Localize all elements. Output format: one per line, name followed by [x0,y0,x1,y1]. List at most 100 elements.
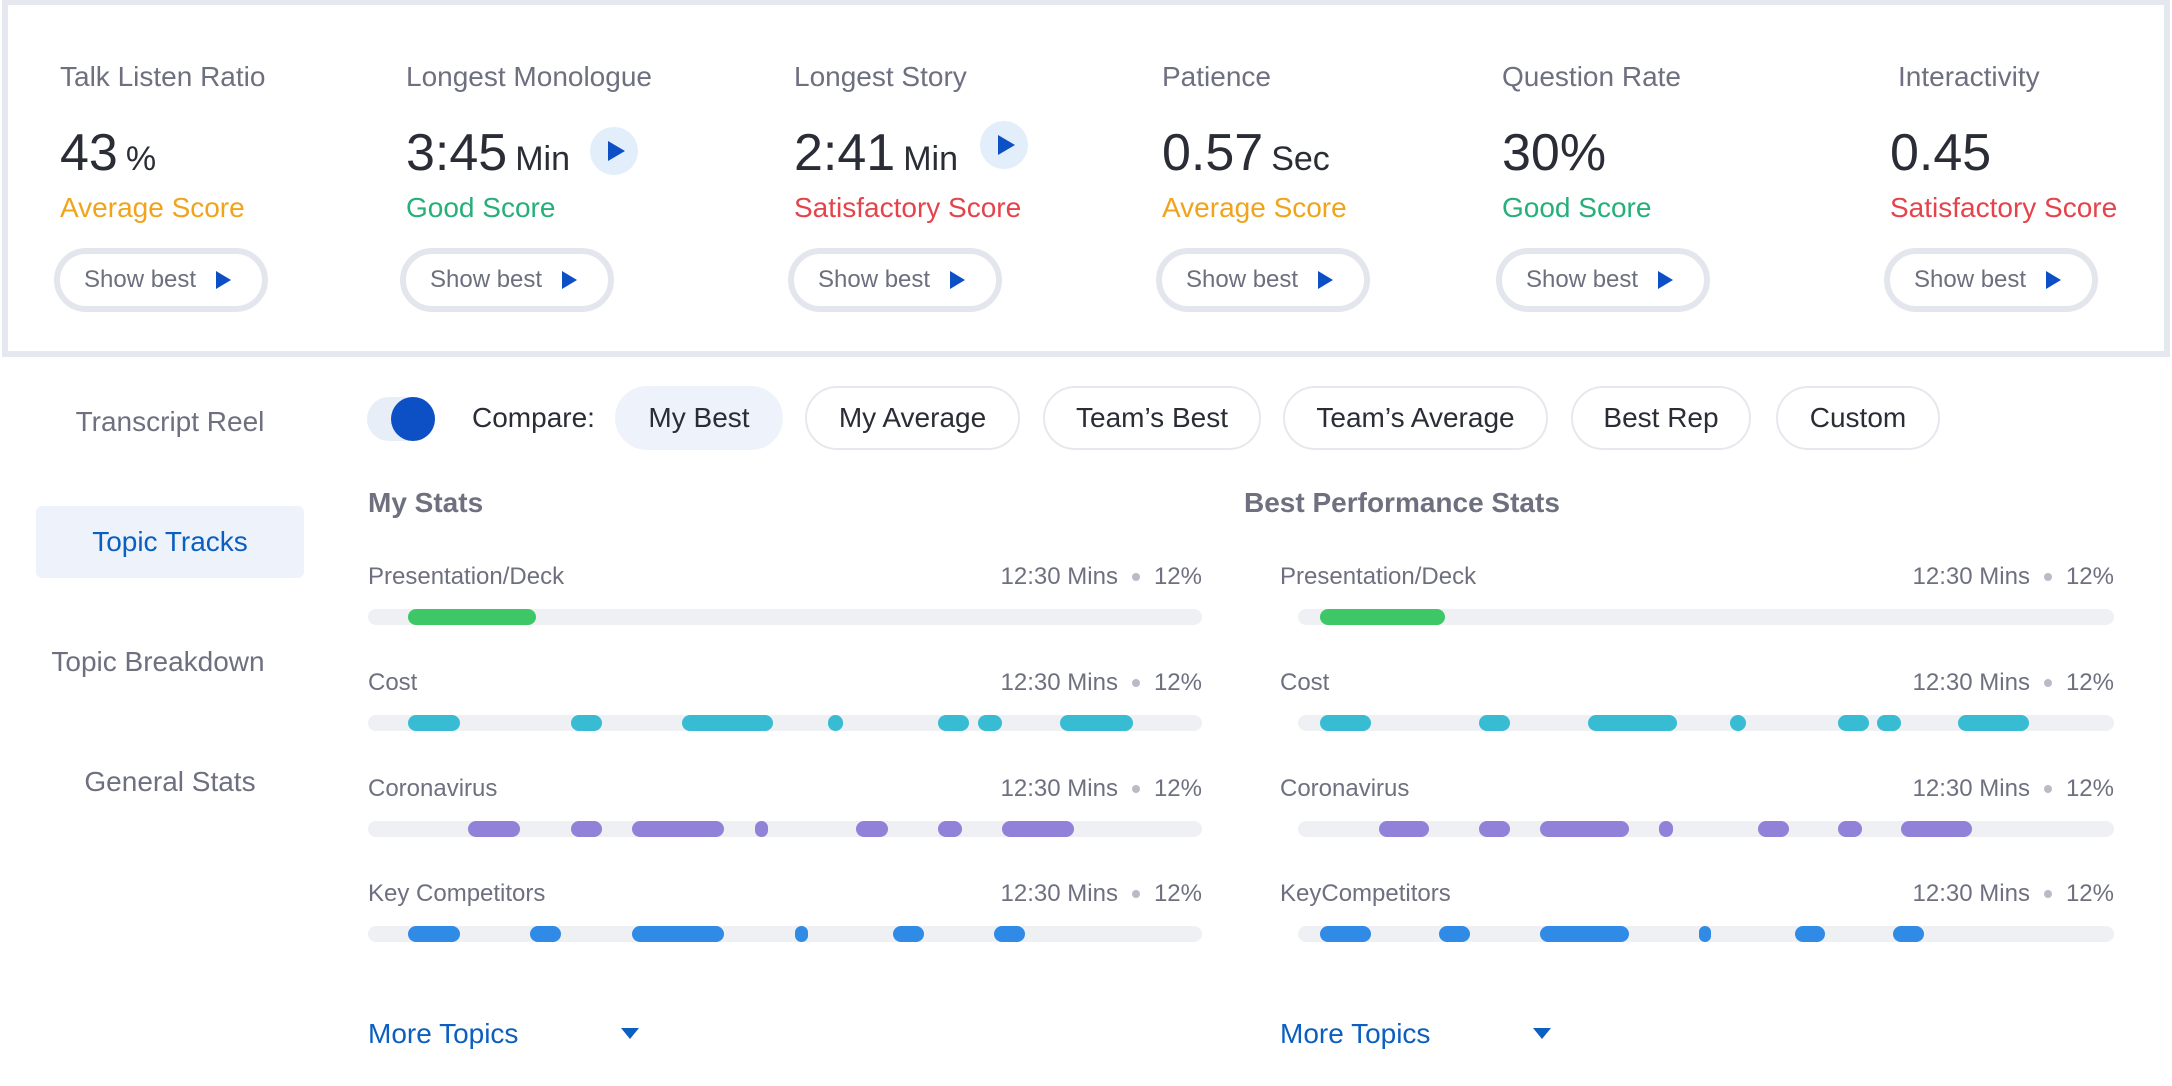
separator-dot [2043,785,2052,793]
topic-segment[interactable] [1060,715,1133,731]
topic-segment[interactable] [1378,821,1430,837]
topic-row: Cost 12:30 Mins 12% [1280,669,2114,741]
topic-segment[interactable] [1838,715,1870,731]
topic-segment[interactable] [1479,715,1511,731]
my-stats-title: My Stats [368,487,484,518]
metric-title: Longest Monologue [406,61,652,92]
metric-title: Longest Story [794,61,967,92]
show-best-button[interactable]: Show best [54,248,268,312]
more-topics-link[interactable]: More Topics [368,1018,519,1049]
topic-segment[interactable] [1698,926,1711,942]
compare-option-best-rep[interactable]: Best Rep [1571,386,1751,450]
show-best-button[interactable]: Show best [1884,248,2098,312]
topic-segment[interactable] [827,715,844,731]
topic-percent: 12% [2065,669,2114,696]
more-topics-link[interactable]: More Topics [1280,1018,1431,1049]
topic-segment[interactable] [1439,926,1471,942]
show-best-label: Show best [1914,266,2027,293]
topic-segment[interactable] [855,821,888,837]
compare-toggle[interactable] [367,397,435,441]
topic-segment[interactable] [570,715,603,731]
topic-track [368,609,1202,625]
topic-segment[interactable] [795,926,808,942]
topic-segment[interactable] [754,821,769,837]
topic-duration: 12:30 Mins [1000,775,1118,802]
topic-segment[interactable] [893,926,925,942]
play-icon[interactable] [590,127,638,175]
topic-percent: 12% [2065,880,2114,907]
metric-unit: % [125,140,157,178]
topic-segment[interactable] [1001,821,1075,837]
play-icon [1658,271,1674,289]
show-best-label: Show best [84,266,197,293]
topic-segment[interactable] [632,926,725,942]
metrics-panel: Talk Listen Ratio 43 % Average Score Sho… [2,0,2170,357]
topic-segment[interactable] [1758,821,1790,837]
show-best-button[interactable]: Show best [1496,248,1710,312]
topic-segment[interactable] [570,821,603,837]
topic-track [368,821,1202,837]
topic-segment[interactable] [1794,926,1826,942]
topic-segment[interactable] [468,821,520,837]
chevron-down-icon[interactable] [621,1028,639,1039]
show-best-label: Show best [1526,266,1639,293]
topic-percent: 12% [2065,775,2114,802]
topic-segment[interactable] [408,609,536,625]
topic-segment[interactable] [1320,609,1445,625]
metric-question-rate: Question Rate 30% Good Score Show best [1496,61,1710,312]
sidebar-item-topic-tracks[interactable]: Topic Tracks [36,506,304,578]
separator-dot [1131,785,1140,793]
topic-segment[interactable] [1958,715,2030,731]
topic-segment[interactable] [1587,715,1678,731]
sidebar-item-topic-breakdown[interactable]: Topic Breakdown [51,646,265,677]
play-icon[interactable] [980,121,1028,169]
compare-option-my-average[interactable]: My Average [805,386,1020,450]
topic-segment[interactable] [408,715,460,731]
topic-segment[interactable] [1730,715,1746,731]
topic-segment[interactable] [1659,821,1673,837]
play-icon [950,271,966,289]
separator-dot [1131,573,1140,581]
topic-segment[interactable] [1320,715,1371,731]
sidebar-item-transcript-reel[interactable]: Transcript Reel [75,406,265,437]
compare-option-my-best[interactable]: My Best [615,386,783,450]
topic-segment[interactable] [1320,926,1371,942]
topic-segment[interactable] [1539,926,1630,942]
show-best-label: Show best [1186,266,1299,293]
topic-segment[interactable] [1539,821,1630,837]
topic-segment[interactable] [1901,821,1972,837]
topic-segment[interactable] [1479,821,1511,837]
chevron-down-icon[interactable] [1533,1028,1551,1039]
best-stats-title: Best Performance Stats [1244,487,1560,518]
topic-segment[interactable] [632,821,725,837]
topic-meta: 12:30 Mins 12% [1913,563,2114,591]
compare-option-teams-average[interactable]: Team’s Average [1283,386,1548,450]
topic-meta: 12:30 Mins 12% [1001,563,1202,591]
compare-option-custom[interactable]: Custom [1776,386,1940,450]
show-best-button[interactable]: Show best [400,248,614,312]
metric-unit: Sec [1271,140,1330,178]
topic-name: Presentation/Deck [1280,563,1477,590]
show-best-button[interactable]: Show best [788,248,1002,312]
metric-score: Average Score [1162,192,1347,223]
compare-option-teams-best[interactable]: Team’s Best [1043,386,1261,450]
topic-segment[interactable] [1877,715,1902,731]
topic-row: Coronavirus 12:30 Mins 12% [1280,775,2114,847]
metric-value-row: 0.45 [1890,123,1991,183]
metric-score: Satisfactory Score [1890,192,2118,223]
topic-segment[interactable] [408,926,460,942]
topic-segment[interactable] [993,926,1026,942]
metric-value: 0.57 [1162,124,1264,182]
topic-duration: 12:30 Mins [1000,880,1118,907]
topic-segment[interactable] [937,715,970,731]
show-best-button[interactable]: Show best [1156,248,1370,312]
sidebar-item-general-stats[interactable]: General Stats [84,766,256,797]
topic-segment[interactable] [1838,821,1862,837]
compare-label: Compare: [472,402,595,433]
topic-segment[interactable] [529,926,562,942]
topic-segment[interactable] [1892,926,1924,942]
topic-duration: 12:30 Mins [1912,563,2030,590]
topic-segment[interactable] [977,715,1002,731]
topic-segment[interactable] [937,821,962,837]
topic-segment[interactable] [681,715,774,731]
